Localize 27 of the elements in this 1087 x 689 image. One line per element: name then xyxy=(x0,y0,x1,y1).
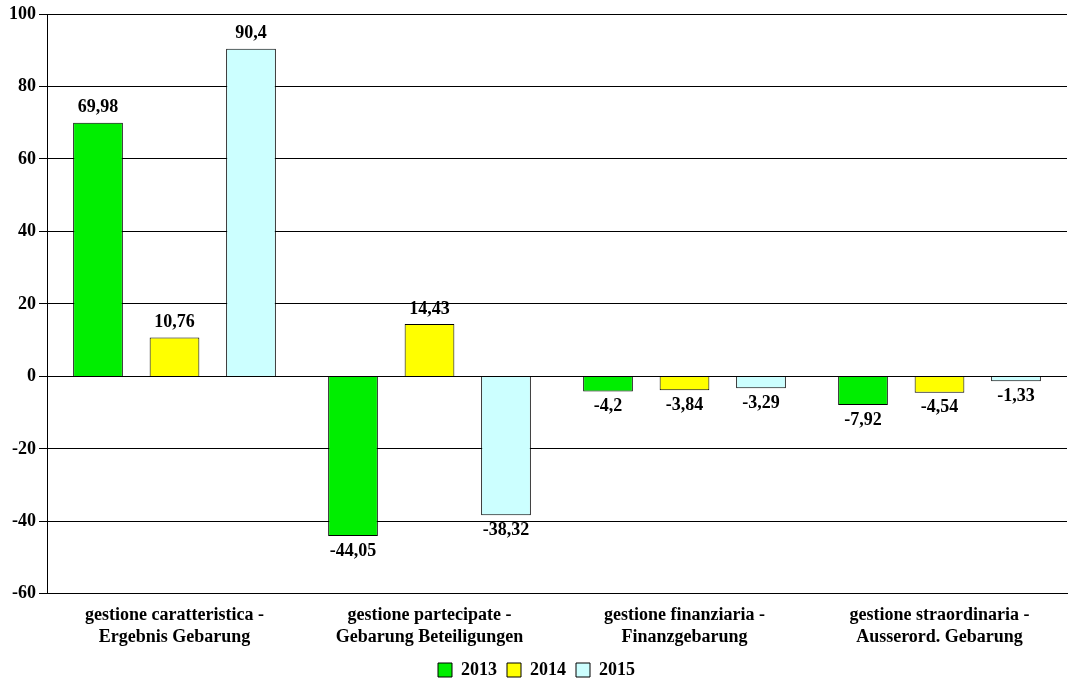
y-tick-label: 100 xyxy=(9,2,36,23)
x-tick-label: gestione finanziaria - Finanzgebarung xyxy=(604,604,765,646)
data-label: -7,92 xyxy=(844,408,882,429)
data-label: -4,54 xyxy=(920,396,959,417)
x-tick-label: gestione straordinaria - Ausserord. Gebarung xyxy=(849,604,1030,646)
y-tick-label: 40 xyxy=(18,220,36,241)
y-tick-label: 80 xyxy=(18,75,36,96)
y-tick-label: -60 xyxy=(12,582,36,603)
data-label: -38,32 xyxy=(482,518,530,539)
data-label: 10,76 xyxy=(154,311,195,332)
data-label: -1,33 xyxy=(997,384,1035,405)
y-tick-label: 20 xyxy=(18,292,36,313)
legend-label: 2014 xyxy=(530,658,566,679)
data-label: -44,05 xyxy=(329,539,377,560)
data-label: 90,4 xyxy=(235,22,267,43)
y-tick-label: 0 xyxy=(27,365,36,386)
y-tick-label: -40 xyxy=(12,509,36,530)
x-tick-label: gestione partecipate - Gebarung Beteiligungen xyxy=(335,604,524,646)
y-tick-label: -20 xyxy=(12,437,36,458)
data-label: -4,2 xyxy=(593,395,623,416)
legend-label: 2013 xyxy=(461,658,497,679)
data-label: -3,84 xyxy=(665,393,704,414)
data-label: -3,29 xyxy=(742,391,780,412)
legend-label: 2015 xyxy=(599,658,635,679)
x-tick-label: gestione caratteristica - Ergebnis Gebarung xyxy=(85,604,264,646)
y-tick-label: 60 xyxy=(18,147,36,168)
data-label: 69,98 xyxy=(77,96,119,117)
